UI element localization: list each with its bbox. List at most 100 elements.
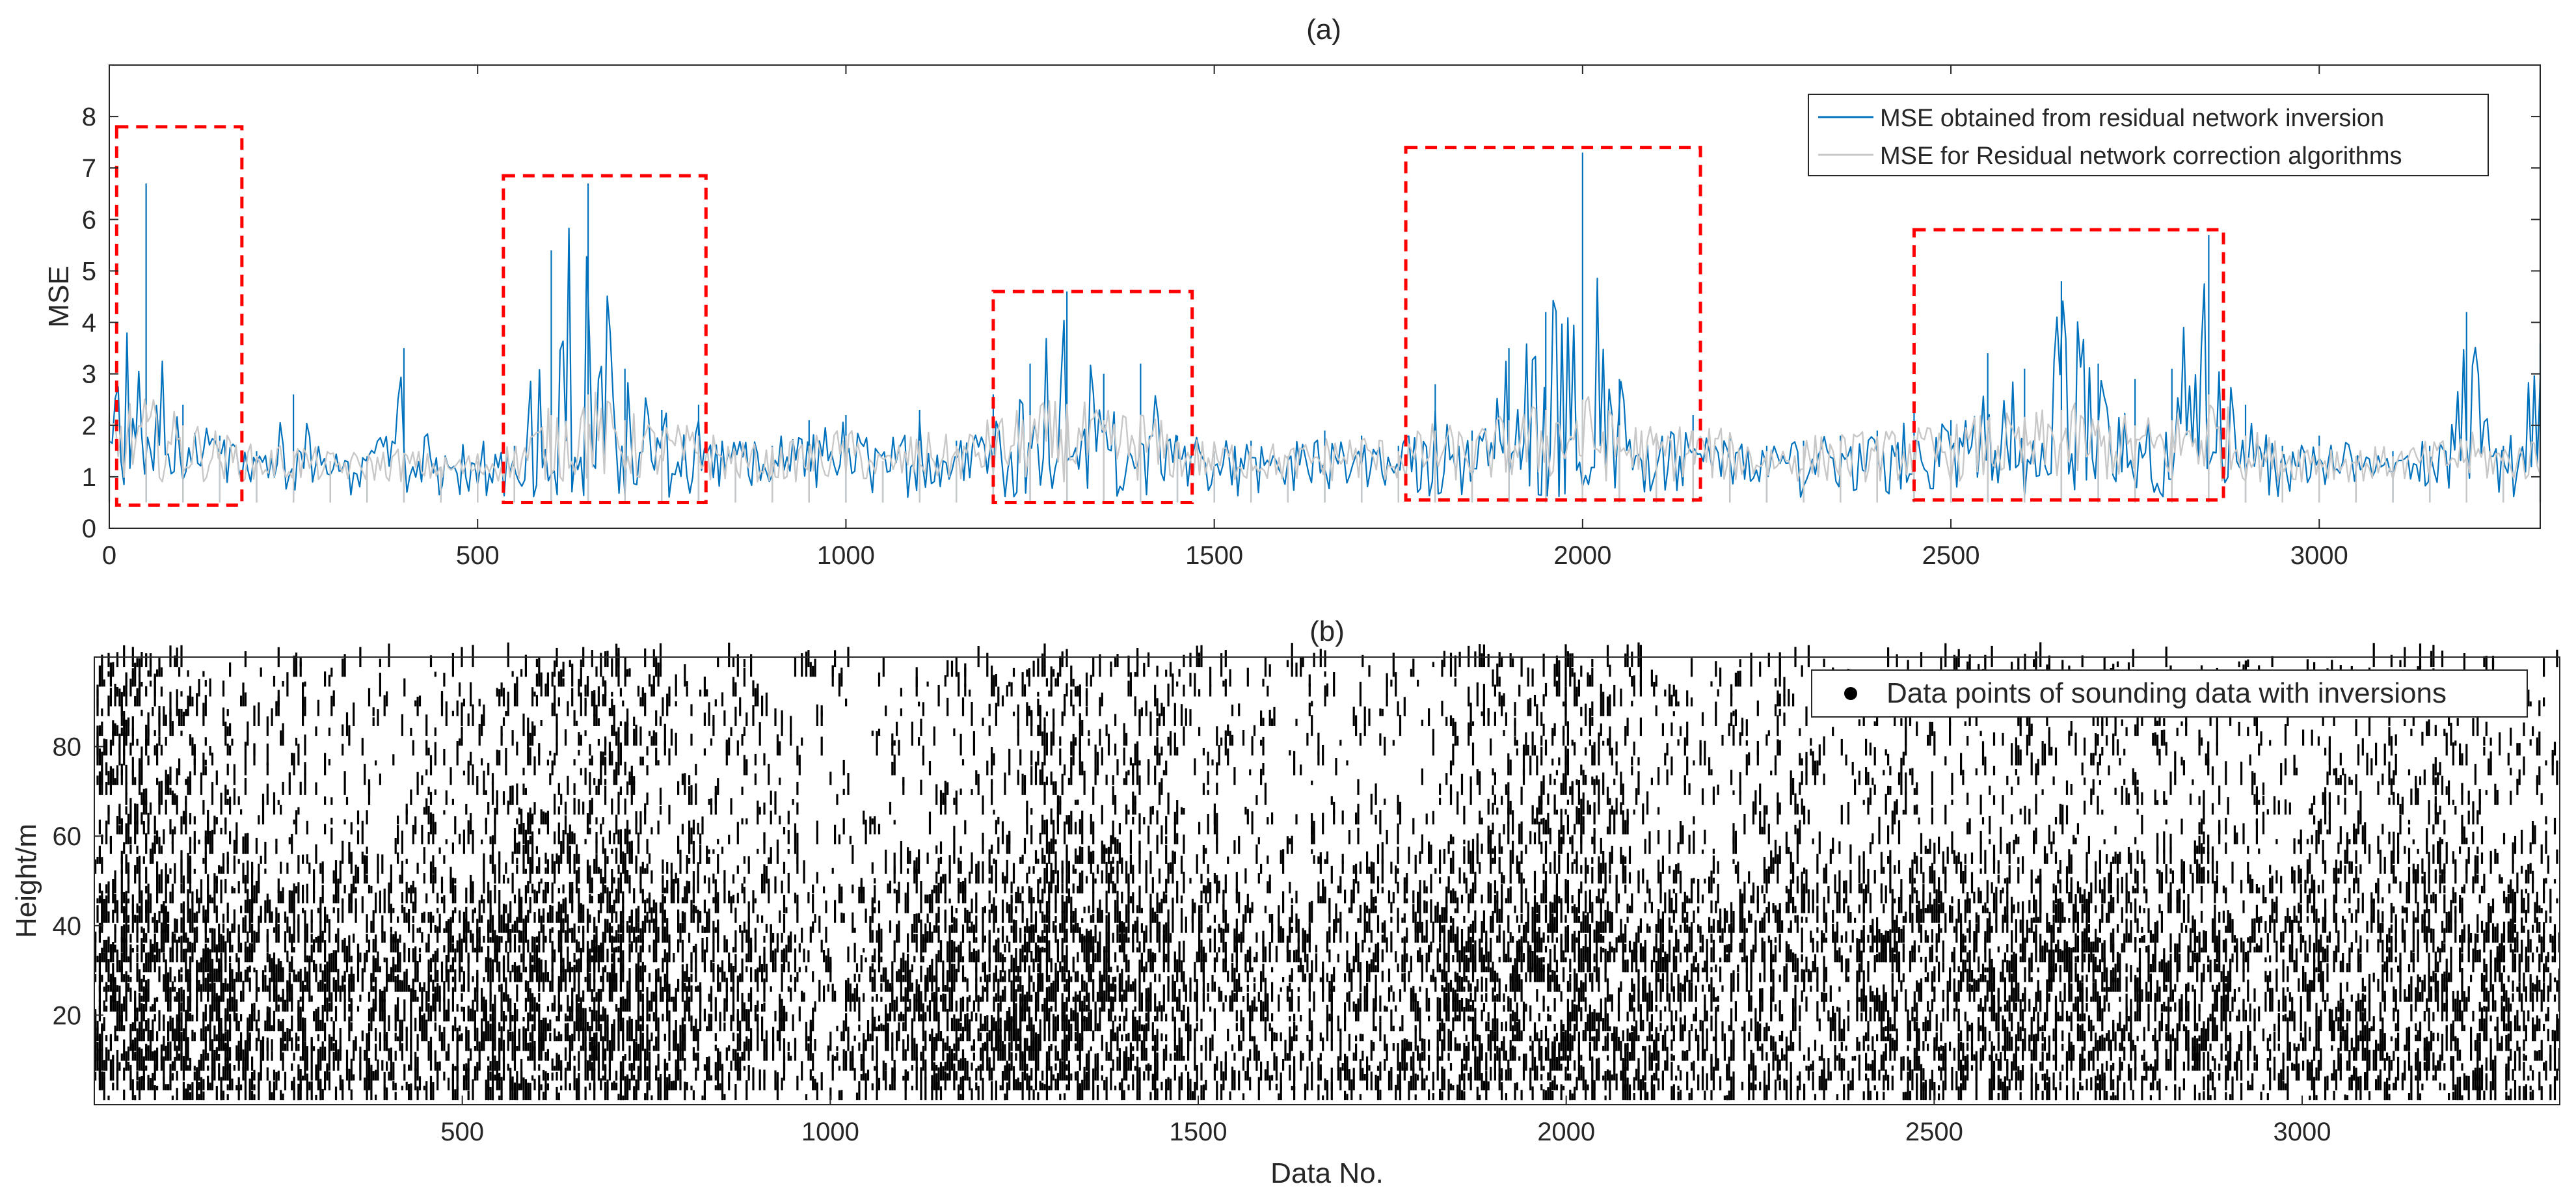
scatter-point — [297, 1044, 300, 1051]
scatter-point — [551, 906, 554, 923]
scatter-point — [494, 937, 496, 943]
scatter-point — [633, 926, 636, 943]
scatter-point — [973, 1000, 975, 1012]
scatter-point — [262, 1036, 265, 1042]
scatter-point — [204, 1026, 207, 1032]
scatter-point — [141, 1076, 143, 1090]
scatter-point — [950, 963, 954, 982]
scatter-point — [1028, 866, 1030, 874]
scatter-point — [557, 1092, 560, 1101]
scatter-point — [401, 1085, 403, 1090]
scatter-point — [902, 780, 905, 785]
scatter-point — [176, 700, 178, 716]
scatter-point — [255, 1038, 258, 1051]
scatter-point — [549, 773, 552, 785]
scatter-point — [939, 1062, 943, 1081]
scatter-point — [675, 872, 677, 884]
scatter-point — [394, 1004, 397, 1021]
scatter-point — [487, 802, 490, 815]
scatter-point — [794, 823, 797, 844]
scatter-point — [624, 1076, 626, 1101]
scatter-point — [342, 1079, 344, 1090]
scatter-point — [392, 908, 395, 913]
scatter-point — [690, 704, 693, 716]
scatter-point — [498, 984, 501, 992]
scatter-point — [141, 890, 143, 913]
scatter-point — [988, 703, 991, 716]
scatter-point — [1041, 731, 1044, 746]
scatter-point — [147, 902, 150, 913]
scatter-point — [1015, 1003, 1017, 1012]
scatter-point — [489, 1087, 492, 1101]
scatter-point — [342, 975, 344, 982]
scatter-point — [366, 934, 368, 943]
scatter-point — [266, 1067, 269, 1081]
scatter-point — [869, 926, 872, 943]
scatter-point — [1010, 1052, 1013, 1071]
scatter-point — [520, 823, 523, 835]
scatter-point — [478, 926, 481, 943]
scatter-point — [593, 917, 596, 933]
scatter-point — [156, 1085, 159, 1090]
scatter-point — [944, 993, 946, 1002]
scatter-point — [1017, 966, 1019, 982]
scatter-point — [319, 1081, 322, 1090]
scatter-point — [337, 969, 340, 992]
scatter-point — [790, 1055, 792, 1061]
scatter-point — [1054, 932, 1057, 943]
scatter-point — [611, 1040, 613, 1061]
scatter-point — [412, 901, 414, 913]
scatter-point — [703, 1064, 706, 1071]
scatter-point — [379, 658, 381, 667]
scatter-point — [900, 980, 902, 1002]
scatter-point — [723, 971, 726, 982]
scatter-point — [456, 700, 459, 716]
scatter-point — [1034, 942, 1038, 953]
scatter-point — [937, 1019, 940, 1042]
scatter-point — [321, 1004, 324, 1021]
scatter-point — [418, 947, 422, 952]
scatter-point — [752, 680, 755, 697]
scatter-point — [703, 712, 706, 726]
scatter-point — [522, 768, 525, 775]
scatter-point — [187, 776, 189, 795]
scatter-point — [1026, 1064, 1028, 1071]
scatter-point — [280, 891, 282, 904]
scatter-point — [253, 930, 256, 953]
scatter-point — [935, 1073, 938, 1090]
scatter-point — [891, 761, 894, 775]
scatter-point — [714, 1033, 717, 1042]
scatter-point — [728, 952, 731, 973]
scatter-point — [955, 918, 958, 933]
scatter-point — [262, 1037, 265, 1061]
scatter-point — [595, 926, 598, 943]
scatter-point — [567, 833, 569, 854]
scatter-point — [116, 687, 119, 697]
scatter-point — [812, 1053, 814, 1071]
scatter-point — [675, 1059, 677, 1071]
scatter-point — [1045, 931, 1048, 943]
scatter-point — [229, 831, 232, 844]
scatter-point — [118, 960, 121, 973]
scatter-point — [557, 1054, 560, 1071]
scatter-point — [282, 1052, 284, 1061]
scatter-point — [935, 1033, 938, 1051]
scatter-point — [732, 1003, 735, 1021]
scatter-point — [375, 1044, 377, 1051]
scatter-point — [741, 1051, 744, 1061]
scatter-point — [98, 960, 101, 982]
scatter-point — [646, 898, 649, 904]
scatter-point — [112, 1083, 114, 1090]
scatter-point — [1059, 796, 1062, 805]
scatter-point — [423, 1013, 425, 1032]
scatter-point — [874, 907, 876, 913]
scatter-point — [394, 976, 397, 982]
scatter-point — [544, 867, 547, 874]
scatter-point — [191, 922, 194, 933]
scatter-point — [302, 1029, 304, 1051]
scatter-point — [185, 1024, 187, 1042]
scatter-point — [781, 963, 783, 973]
scatter-point — [273, 1070, 276, 1081]
scatter-point — [743, 755, 745, 775]
scatter-point — [418, 982, 422, 992]
